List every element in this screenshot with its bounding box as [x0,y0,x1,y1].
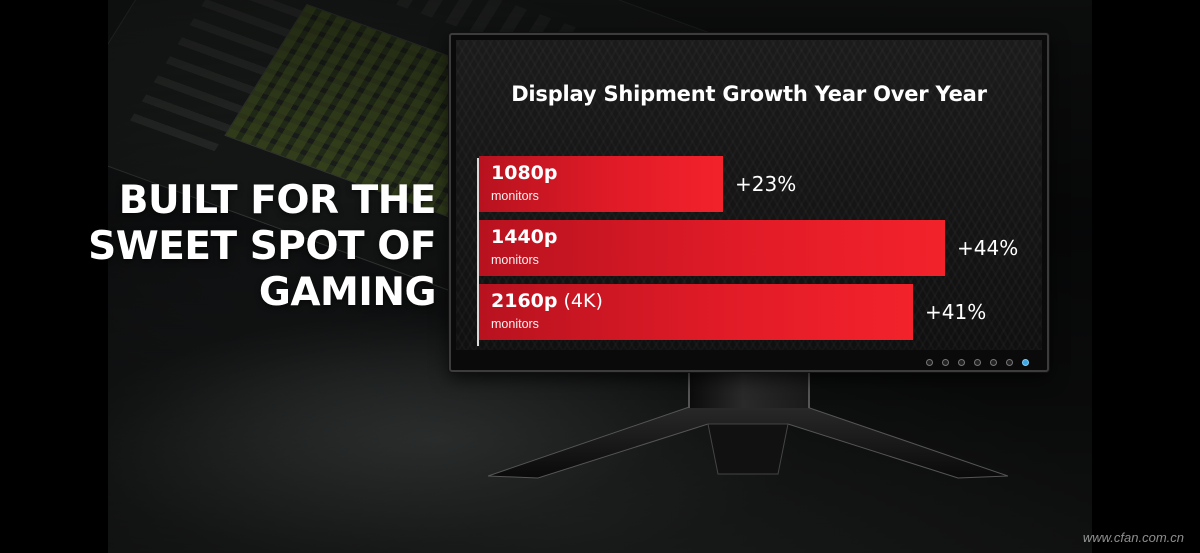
monitor-button[interactable] [926,359,933,366]
bar-value-label: +23% [735,172,797,196]
bar-category-suffix: (4K) [557,290,603,312]
monitor-button[interactable] [974,359,981,366]
chart-axis [477,158,479,346]
bar-value-label: +41% [925,300,987,324]
bar: 2160p (4K) monitors [479,284,913,340]
monitor-stand-base [488,403,1008,479]
bar-label: 1080p [491,162,557,184]
monitor-button[interactable] [990,359,997,366]
monitor: Display Shipment Growth Year Over Year 1… [449,33,1049,372]
headline-line: GAMING [258,270,437,315]
monitor-button[interactable] [942,359,949,366]
power-led-icon[interactable] [1022,359,1029,366]
bar-value-label: +44% [957,236,1019,260]
bar-sublabel: monitors [491,253,539,267]
bar-label: 2160p (4K) [491,290,603,312]
headline-line: BUILT FOR THE [118,178,437,223]
watermark: www.cfan.com.cn [1082,530,1184,545]
chart-title: Display Shipment Growth Year Over Year [511,82,987,106]
bar-sublabel: monitors [491,189,539,203]
monitor-buttons [926,359,1029,366]
headline-line: SWEET SPOT OF [88,224,436,269]
bar: 1440p monitors [479,220,945,276]
monitor-button[interactable] [1006,359,1013,366]
bar-label: 1440p [491,226,557,248]
chart-screen: Display Shipment Growth Year Over Year 1… [456,40,1042,350]
monitor-button[interactable] [958,359,965,366]
bar-sublabel: monitors [491,317,539,331]
bar-category: 1440p [491,226,558,248]
bar-category: 1080p [491,162,558,184]
bar-category: 2160p [491,290,558,312]
bar: 1080p monitors [479,156,723,212]
headline: BUILT FOR THE SWEET SPOT OF GAMING [76,178,436,316]
